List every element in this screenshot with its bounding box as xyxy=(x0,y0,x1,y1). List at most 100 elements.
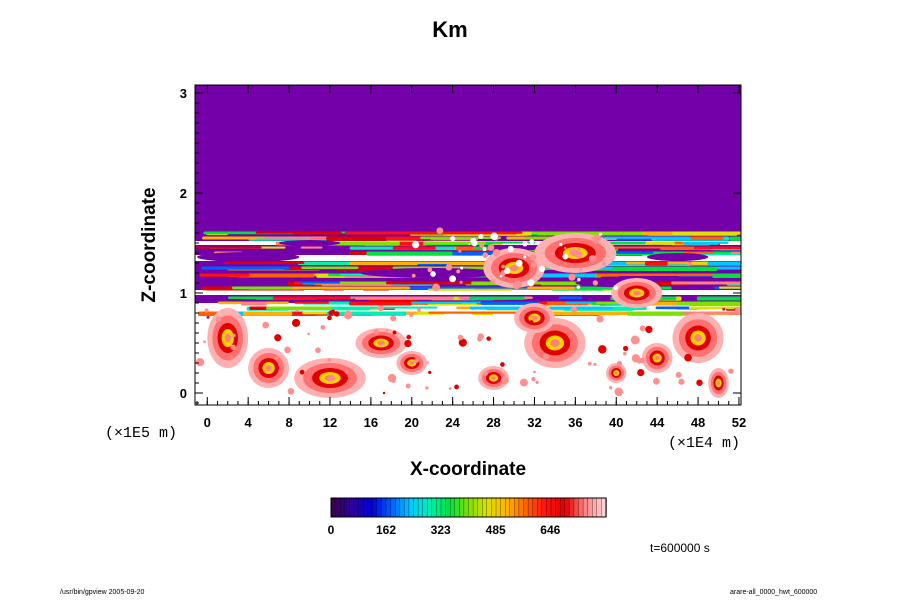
field-filament xyxy=(550,306,613,310)
field-speckle xyxy=(593,362,597,367)
colorbar-swatch xyxy=(440,497,447,518)
field-blob xyxy=(491,376,496,380)
field-filament xyxy=(712,273,741,278)
y-tick-label: 2 xyxy=(180,186,187,201)
field-speckle xyxy=(262,376,265,380)
field-filament xyxy=(688,306,741,310)
field-filament xyxy=(228,273,315,278)
field-speckle xyxy=(432,283,440,292)
colorbar-tick-label: 0 xyxy=(328,523,335,537)
field-speckle xyxy=(477,333,484,340)
field-speckle xyxy=(637,368,645,377)
colorbar-tick-label: 646 xyxy=(540,523,560,537)
field-speckle xyxy=(230,344,236,351)
field-filament xyxy=(733,231,741,235)
colorbar-frame xyxy=(330,497,607,518)
field-filament xyxy=(480,301,539,305)
field-speckle xyxy=(608,385,613,390)
field-speckle xyxy=(542,353,550,360)
field-speckle xyxy=(287,388,295,395)
field-speckle xyxy=(602,261,606,266)
field-filament xyxy=(201,266,290,270)
field-speckle xyxy=(448,387,452,390)
x-tick-label: 8 xyxy=(285,415,292,430)
field-speckle xyxy=(734,306,741,315)
colorbar-swatch xyxy=(422,497,428,518)
field-speckle xyxy=(587,361,592,366)
colorbar-swatch xyxy=(417,497,424,518)
field-speckle xyxy=(637,359,642,364)
colorbar-swatch xyxy=(436,497,442,518)
field-speckle xyxy=(616,360,623,367)
x-axis: 0 4 8 12 16 20 24 28 32 36 40 44 48 52 xyxy=(196,85,746,430)
field-speckle xyxy=(599,232,603,236)
field-lens xyxy=(197,252,300,262)
field-filament xyxy=(642,231,673,236)
field-filament xyxy=(728,273,741,278)
colorbar-swatch xyxy=(555,497,561,518)
field-filament xyxy=(349,301,412,306)
colorbar-swatch xyxy=(500,497,506,518)
colorbar-swatch xyxy=(385,497,392,518)
field-filament xyxy=(452,251,488,256)
colorbar-swatch xyxy=(349,497,355,518)
field-speckle xyxy=(479,242,485,248)
colorbar-swatch xyxy=(367,497,373,518)
field-speckle xyxy=(343,310,353,320)
field-speckle xyxy=(204,308,209,313)
field-speckle xyxy=(562,253,569,260)
field-blob xyxy=(224,333,231,343)
field-speckle xyxy=(274,334,282,342)
field-speckle xyxy=(206,315,210,319)
y-axis: 0 1 2 3 xyxy=(180,86,741,404)
colorbar-swatch xyxy=(564,497,570,518)
field-filament xyxy=(201,286,233,291)
field-speckle xyxy=(529,320,534,325)
field-filament xyxy=(428,311,538,314)
field-filament xyxy=(537,231,652,236)
x-tick-label: 16 xyxy=(364,415,378,430)
colorbar-swatch xyxy=(491,497,497,518)
field-filament xyxy=(240,301,267,306)
field-speckle xyxy=(501,376,509,385)
field-speckle xyxy=(195,357,205,367)
y-tick-label: 1 xyxy=(180,286,187,301)
x-tick-label: 36 xyxy=(568,415,582,430)
field-speckle xyxy=(284,346,291,354)
field-filament xyxy=(608,266,718,271)
x-tick-label: 44 xyxy=(650,415,665,430)
colorbar-swatch xyxy=(372,497,378,518)
y-tick-label: 0 xyxy=(180,386,187,401)
colorbar-swatch xyxy=(450,497,456,518)
field-filament xyxy=(645,241,675,245)
field-speckle xyxy=(684,353,692,362)
field-speckle xyxy=(436,227,444,235)
field-blob xyxy=(632,290,641,296)
x-tick-label: 4 xyxy=(245,415,253,430)
field-speckle xyxy=(559,242,563,247)
x-tick-label: 40 xyxy=(609,415,623,430)
plot-frame xyxy=(194,84,742,406)
colorbar-swatch xyxy=(509,497,515,518)
field-filament xyxy=(626,311,696,316)
colorbar-swatch xyxy=(532,497,538,518)
field-speckle xyxy=(490,279,495,284)
field-filament xyxy=(199,273,250,277)
colorbar-swatch xyxy=(505,497,511,518)
colorbar-swatch xyxy=(482,497,488,518)
field-speckle xyxy=(504,267,511,275)
colorbar: 0 162 323 485 646 xyxy=(328,497,607,537)
colorbar-swatch xyxy=(518,497,525,518)
x-tick-label: 52 xyxy=(732,415,746,430)
field-speckle xyxy=(456,269,461,274)
field-speckle xyxy=(385,329,389,332)
field-lens xyxy=(202,277,254,285)
field-speckle xyxy=(295,309,299,312)
field-speckle xyxy=(299,369,305,375)
field-speckle xyxy=(413,358,419,364)
field-speckle xyxy=(652,377,660,385)
field-speckle xyxy=(696,379,703,386)
field-speckle xyxy=(458,338,467,347)
field-speckle xyxy=(593,234,602,243)
colorbar-swatch xyxy=(404,497,410,518)
